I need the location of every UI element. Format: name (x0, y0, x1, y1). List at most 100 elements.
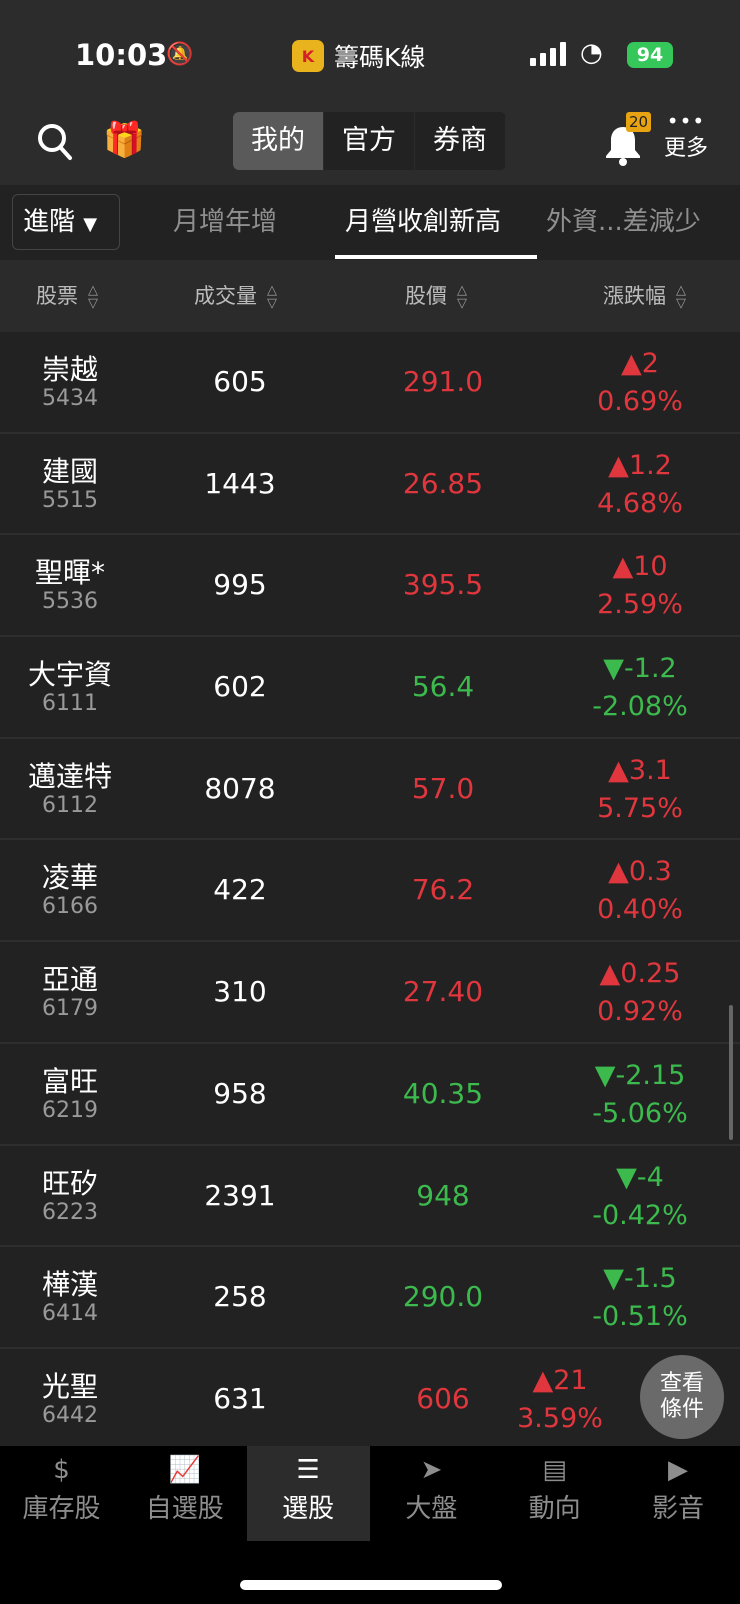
stock-name: 崇越 (41, 353, 98, 386)
wifi-icon: ◔ (580, 38, 603, 68)
change: ▼-2.15 (594, 1059, 686, 1091)
more-button[interactable]: ••• 更多 (660, 109, 712, 162)
stock-code: 6442 (42, 1402, 98, 1428)
volume: 8078 (204, 771, 276, 805)
table-row[interactable]: 崇越 5434 605 291.0 ▲2 0.69% (0, 332, 740, 434)
nav-label: 動向 (528, 1494, 581, 1524)
table-row[interactable]: 光聖 6442 631 606 ▲21 3.59% (0, 1348, 740, 1451)
table-row[interactable]: 旺矽 6223 2391 948 ▼-4 -0.42% (0, 1145, 740, 1248)
stock-name: 聖暉* (34, 556, 105, 590)
price: 948 (416, 1178, 470, 1212)
change-percent: 0.69% (597, 386, 683, 417)
stock-name: 富旺 (41, 1064, 98, 1098)
cellular-signal-icon (530, 42, 566, 66)
segment-mine[interactable]: 我的 (233, 112, 324, 170)
fab-line1: 查看 (659, 1371, 704, 1396)
table-row[interactable]: 樺漢 6414 258 290.0 ▼-1.5 -0.51% (0, 1247, 740, 1349)
price: 57.0 (411, 771, 475, 805)
column-price[interactable]: 股價 △ ▽ (405, 260, 467, 332)
change-percent: -0.42% (592, 1199, 688, 1231)
chart-line-icon: 📈 (168, 1455, 201, 1485)
play-circle-icon: ▶ (668, 1455, 688, 1485)
nav-item-2[interactable]: ☰ 選股 (246, 1446, 370, 1541)
column-volume[interactable]: 成交量 △ ▽ (194, 260, 277, 332)
column-stock[interactable]: 股票 △ ▽ (36, 260, 98, 332)
change-percent: 2.59% (597, 589, 683, 621)
price: 395.5 (402, 568, 484, 602)
battery-indicator: 94 (627, 42, 673, 68)
change: ▲0.3 (608, 856, 672, 888)
table-row[interactable]: 建國 5515 1443 26.85 ▲1.2 4.68% (0, 433, 740, 536)
tab-monthly-yearly-growth[interactable]: 月增年增 (173, 207, 278, 237)
stock-code: 5515 (42, 487, 98, 513)
price: 40.35 (402, 1076, 484, 1110)
nav-label: 自選股 (145, 1494, 224, 1524)
stock-code: 6223 (42, 1199, 98, 1225)
table-row[interactable]: 亞通 6179 310 27.40 ▲0.25 0.92% (0, 942, 740, 1044)
price: 291.0 (402, 365, 484, 398)
volume: 422 (213, 873, 267, 907)
gift-icon[interactable]: 🎁 (103, 120, 146, 160)
volume: 602 (213, 670, 267, 704)
price: 27.40 (402, 975, 484, 1009)
table-row[interactable]: 大宇資 6111 602 56.4 ▼-1.2 -2.08% (0, 637, 740, 739)
sort-icon: △ ▽ (676, 283, 686, 311)
change: ▲1.2 (608, 449, 672, 481)
search-icon[interactable] (36, 122, 74, 162)
price: 76.2 (411, 873, 475, 907)
stock-code: 6166 (42, 894, 98, 920)
money-hand-icon: $ (53, 1455, 70, 1485)
caret-down-icon: ▼ (83, 214, 98, 235)
more-dots-icon: ••• (666, 109, 706, 133)
nav-item-4[interactable]: ▤ 動向 (493, 1446, 616, 1541)
stock-code: 5536 (42, 589, 98, 615)
fab-line2: 條件 (659, 1397, 704, 1422)
segment-broker[interactable]: 券商 (415, 112, 506, 170)
table-row[interactable]: 聖暉* 5536 995 395.5 ▲10 2.59% (0, 535, 740, 638)
change: ▲10 (612, 551, 668, 583)
column-headers: 股票 △ ▽ 成交量 △ ▽ 股價 △ ▽ 漲跌幅 △ ▽ (0, 260, 740, 332)
nav-item-5[interactable]: ▶ 影音 (617, 1446, 740, 1541)
view-conditions-button[interactable]: 查看 條件 (640, 1355, 724, 1439)
stock-name: 亞通 (41, 963, 98, 997)
nav-item-0[interactable]: $ 庫存股 (0, 1446, 123, 1541)
change-percent: -5.06% (592, 1097, 688, 1129)
notification-bell-icon[interactable] (603, 124, 643, 166)
table-row[interactable]: 凌華 6166 422 76.2 ▲0.3 0.40% (0, 840, 740, 943)
segment-official[interactable]: 官方 (324, 112, 415, 170)
change-percent: 4.68% (597, 487, 683, 519)
column-change[interactable]: 漲跌幅 △ ▽ (603, 260, 686, 332)
price: 56.4 (411, 670, 475, 704)
sort-icon: △ ▽ (267, 283, 277, 311)
sort-icon: △ ▽ (457, 283, 467, 311)
change: ▼-1.5 (603, 1263, 677, 1295)
volume: 2391 (204, 1178, 276, 1212)
home-indicator[interactable] (240, 1580, 502, 1590)
stock-name: 旺矽 (41, 1166, 98, 1200)
silent-mode-icon: 🔕 (166, 42, 194, 67)
nav-item-3[interactable]: ➤ 大盤 (370, 1446, 493, 1541)
change-percent: 3.59% (517, 1402, 603, 1434)
volume: 995 (213, 568, 267, 602)
notification-badge: 20 (626, 112, 652, 132)
price: 26.85 (402, 466, 484, 500)
tab-revenue-new-high[interactable]: 月營收創新高 (345, 207, 502, 237)
change: ▼-4 (616, 1161, 664, 1193)
advanced-dropdown[interactable]: 進階 ▼ (12, 194, 120, 250)
nav-label: 庫存股 (22, 1494, 101, 1524)
change-percent: 5.75% (597, 792, 683, 824)
top-area: 10:03 🔕 K 籌碼K線 ◔ 94 🎁 我的 官方 券商 20 ••• 更多 (0, 0, 740, 185)
scrollbar[interactable] (729, 1005, 733, 1140)
table-row[interactable]: 邁達特 6112 8078 57.0 ▲3.1 5.75% (0, 738, 740, 841)
nav-item-1[interactable]: 📈 自選股 (123, 1446, 246, 1541)
advanced-label: 進階 (23, 207, 76, 237)
status-time: 10:03 (75, 38, 168, 72)
column-change-label: 漲跌幅 (603, 284, 666, 308)
stock-code: 6414 (42, 1301, 98, 1327)
stock-name: 光聖 (41, 1369, 98, 1403)
nav-label: 選股 (282, 1494, 335, 1524)
tab-foreign-investors[interactable]: 外資...差減少 (546, 207, 701, 237)
database-icon: ☰ (296, 1455, 320, 1485)
active-tab-indicator (335, 255, 537, 259)
table-row[interactable]: 富旺 6219 958 40.35 ▼-2.15 -5.06% (0, 1043, 740, 1146)
